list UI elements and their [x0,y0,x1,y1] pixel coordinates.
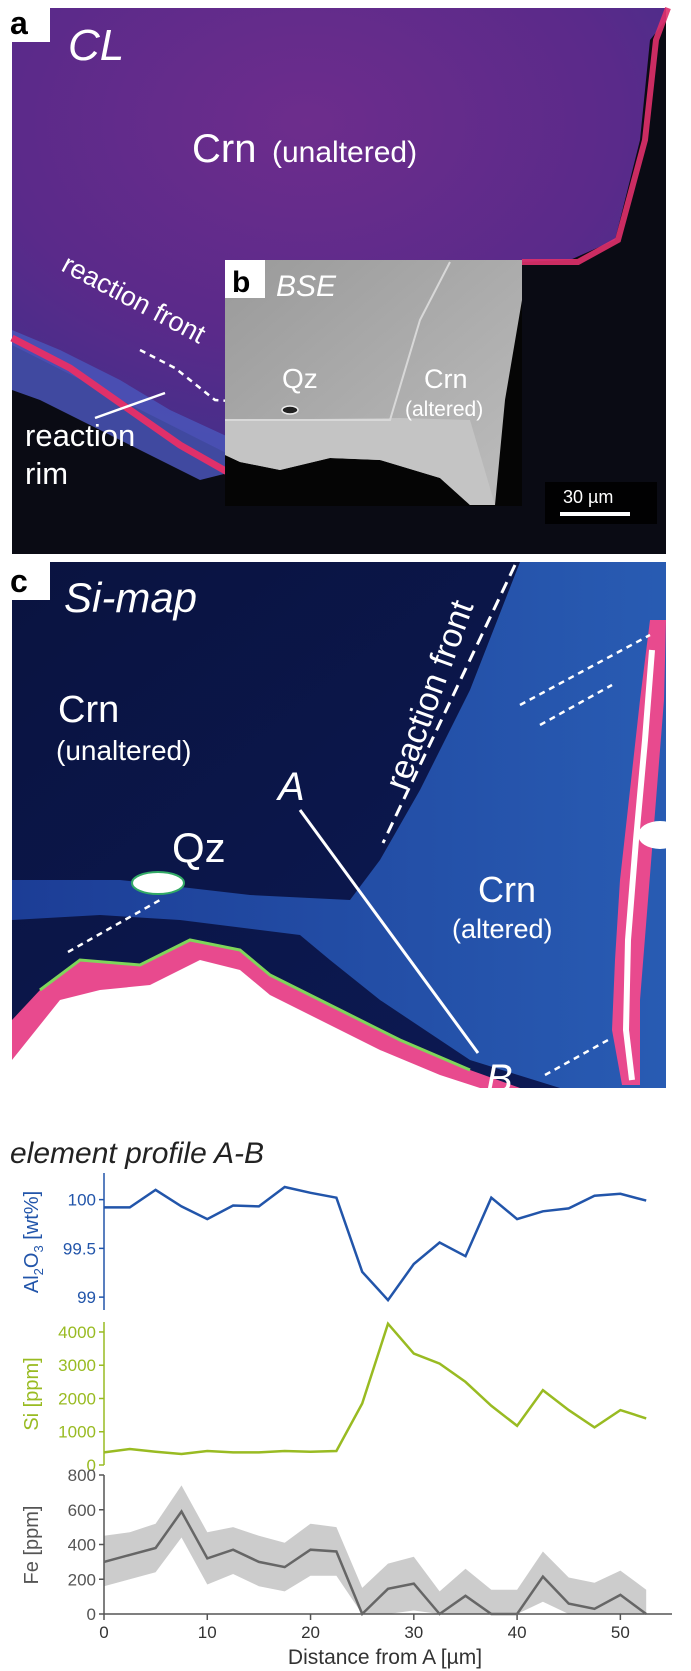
al2o3-series-line [104,1185,647,1303]
panel-b-letter-box [225,260,265,298]
bse-grain-boundary [225,261,451,421]
x-tick-label: 0 [99,1623,108,1642]
si-ytick-label: 0 [87,1456,96,1475]
fe-ytick-label: 200 [68,1570,96,1589]
panel-b-qz-label: Qz [282,363,318,394]
chart-al2o3: 100 99.5 99 Al2O3 [wt%] [21,1173,647,1310]
scale-bar-label: 30 µm [563,487,613,507]
panel-c-point-a: A [276,765,305,809]
chart-fe: 800 600 400 200 0 0 10 20 30 40 50 Fe [ppm] Dista… [21,1466,672,1669]
panel-a-rim-pointer [94,391,166,420]
scale-bar-box [545,482,657,524]
chart-si: 4000 3000 2000 1000 0 Si [ppm] [21,1321,647,1475]
panel-c: c Si-map Crn (unaltered) Qz reaction fro… [0,558,682,1101]
x-tick-label: 50 [611,1623,630,1642]
si-axis-label: Si [ppm] [21,1357,43,1430]
panel-a-rim-label-2: rim [25,456,68,491]
al2o3-ytick-label: 99 [77,1288,96,1307]
cl-crystal-body [12,8,666,465]
panel-c-letter-box [0,558,50,600]
panel-c-dash-right-1 [519,633,651,707]
al2o3-axis-label: Al2O3 [wt%] [21,1191,46,1293]
x-tick-label: 20 [301,1623,320,1642]
panel-b-mode: BSE [276,270,337,303]
panel-c-crn-unaltered: Crn [58,689,119,731]
bse-qz-inclusion [281,405,299,415]
panel-b: b BSE Qz Crn (altered) [225,260,522,506]
panel-c-mode: Si-map [64,574,197,621]
si-ytick-label: 3000 [58,1356,96,1375]
panel-c-crn-unaltered-qualifier: (unaltered) [56,735,191,766]
panel-c-dash-right-2 [539,683,613,727]
si-map-altered-region [12,562,666,1088]
fe-axis-label: Fe [ppm] [21,1506,43,1585]
si-map-green-fringe [39,938,471,1072]
panel-c-dash-left [67,898,161,954]
x-tick-label: 40 [508,1623,527,1642]
panel-c-point-b: B [486,1057,513,1101]
si-ytick-label: 2000 [58,1389,96,1408]
panel-c-crn-altered-qualifier: (altered) [452,914,553,944]
si-map-white-blob-right [638,821,682,849]
panel-a-letter-box [0,0,50,42]
panel-a-crn-qualifier: (unaltered) [272,136,417,169]
si-map-right-vein-core [622,649,655,1081]
panel-b-crn-qualifier: (altered) [405,398,483,421]
si-series-line [103,1321,647,1456]
panel-a: a CL Crn (unaltered) reaction front reac… [0,0,671,554]
x-tick-label: 10 [198,1623,217,1642]
al2o3-ytick-label: 99.5 [63,1239,96,1258]
si-map-qz-grain [131,871,185,895]
al2o3-ytick-label: 100 [68,1191,96,1210]
x-tick-label: 30 [404,1623,423,1642]
fe-ytick-label: 400 [68,1536,96,1555]
si-ytick-label: 4000 [58,1323,96,1342]
fe-ytick-label: 600 [68,1501,96,1520]
panel-a-mode: CL [68,21,124,70]
panel-a-crn-label: Crn [192,127,256,171]
panel-c-qz-label: Qz [172,824,226,871]
profile-line-a-b [298,809,480,1054]
panel-b-letter: b [232,266,250,299]
cl-bright-rim-right [522,6,671,265]
panel-c-dash-right-3 [544,1038,609,1077]
panel-b-crn-label: Crn [424,364,468,394]
panel-a-letter: a [10,5,28,41]
si-map-white-zone-bottom [12,960,480,1088]
si-ytick-label: 1000 [58,1423,96,1442]
fe-ytick-label: 800 [68,1466,96,1485]
fe-series-line [103,1509,647,1617]
panel-c-crn-altered: Crn [478,869,536,910]
panel-c-letter: c [10,563,28,599]
fe-ytick-label: 0 [87,1605,96,1624]
x-axis-label: Distance from A [µm] [288,1646,482,1669]
profile-title: element profile A-B [10,1137,264,1170]
fe-uncertainty-band [104,1485,647,1614]
panel-a-rim-label-1: reaction [25,418,135,453]
bse-grain-lower [225,418,495,505]
cl-bright-rim-lower [10,334,240,482]
panel-c-front-line [381,564,517,844]
